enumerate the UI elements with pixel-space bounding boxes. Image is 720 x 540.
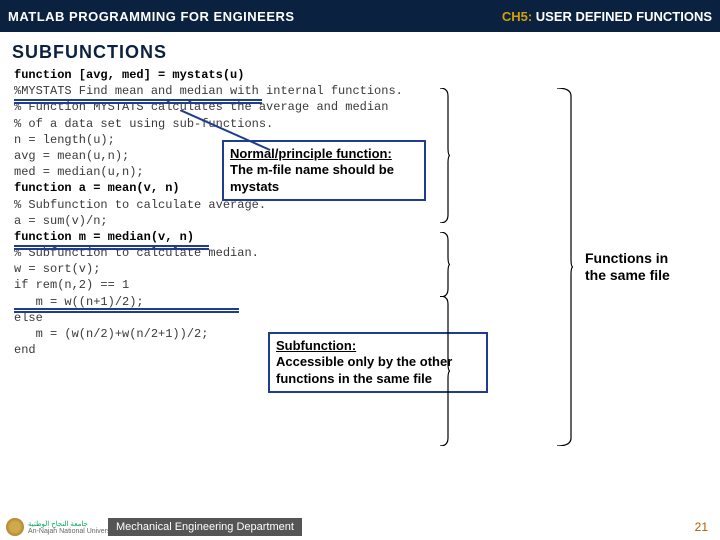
uni-name-en: An-Najah National University <box>28 528 117 535</box>
page-number: 21 <box>695 520 708 534</box>
header-bar: MATLAB PROGRAMMING FOR ENGINEERS CH5: US… <box>0 0 720 32</box>
function-underline <box>14 248 209 250</box>
function-underline <box>14 245 209 247</box>
code-block: function [avg, med] = mystats(u)%MYSTATS… <box>12 67 708 358</box>
right-label-line2: the same file <box>585 267 670 284</box>
footer: جامعة النجاح الوطنية An-Najah National U… <box>0 514 720 540</box>
logo-emblem-icon <box>6 518 24 536</box>
callout1-line3: mystats <box>230 179 418 195</box>
footer-dept-bar: Mechanical Engineering Department <box>108 518 302 536</box>
section-title: SUBFUNCTIONS <box>0 32 720 67</box>
brace-icon <box>438 88 450 223</box>
arrow-callout1 <box>180 110 300 160</box>
content-area: function [avg, med] = mystats(u)%MYSTATS… <box>0 67 720 358</box>
brace-icon <box>438 232 450 297</box>
uni-name-ar: جامعة النجاح الوطنية <box>28 520 117 528</box>
function-underline <box>14 311 239 313</box>
header-left-title: MATLAB PROGRAMMING FOR ENGINEERS <box>8 9 295 24</box>
callout1-line2: The m-file name should be <box>230 162 418 178</box>
brace-icon <box>438 296 450 446</box>
chapter-tag: CH5: <box>502 9 532 24</box>
university-logo: جامعة النجاح الوطنية An-Najah National U… <box>6 518 117 536</box>
big-brace-icon <box>555 88 573 446</box>
chapter-title: USER DEFINED FUNCTIONS <box>532 9 712 24</box>
callout-subfunction: Subfunction: Accessible only by the othe… <box>268 332 488 393</box>
right-brace-label: Functions in the same file <box>585 250 670 284</box>
function-underline <box>14 99 262 101</box>
function-underline <box>14 102 262 104</box>
right-label-line1: Functions in <box>585 250 670 267</box>
function-underline <box>14 308 239 310</box>
header-right-title: CH5: USER DEFINED FUNCTIONS <box>502 9 712 24</box>
